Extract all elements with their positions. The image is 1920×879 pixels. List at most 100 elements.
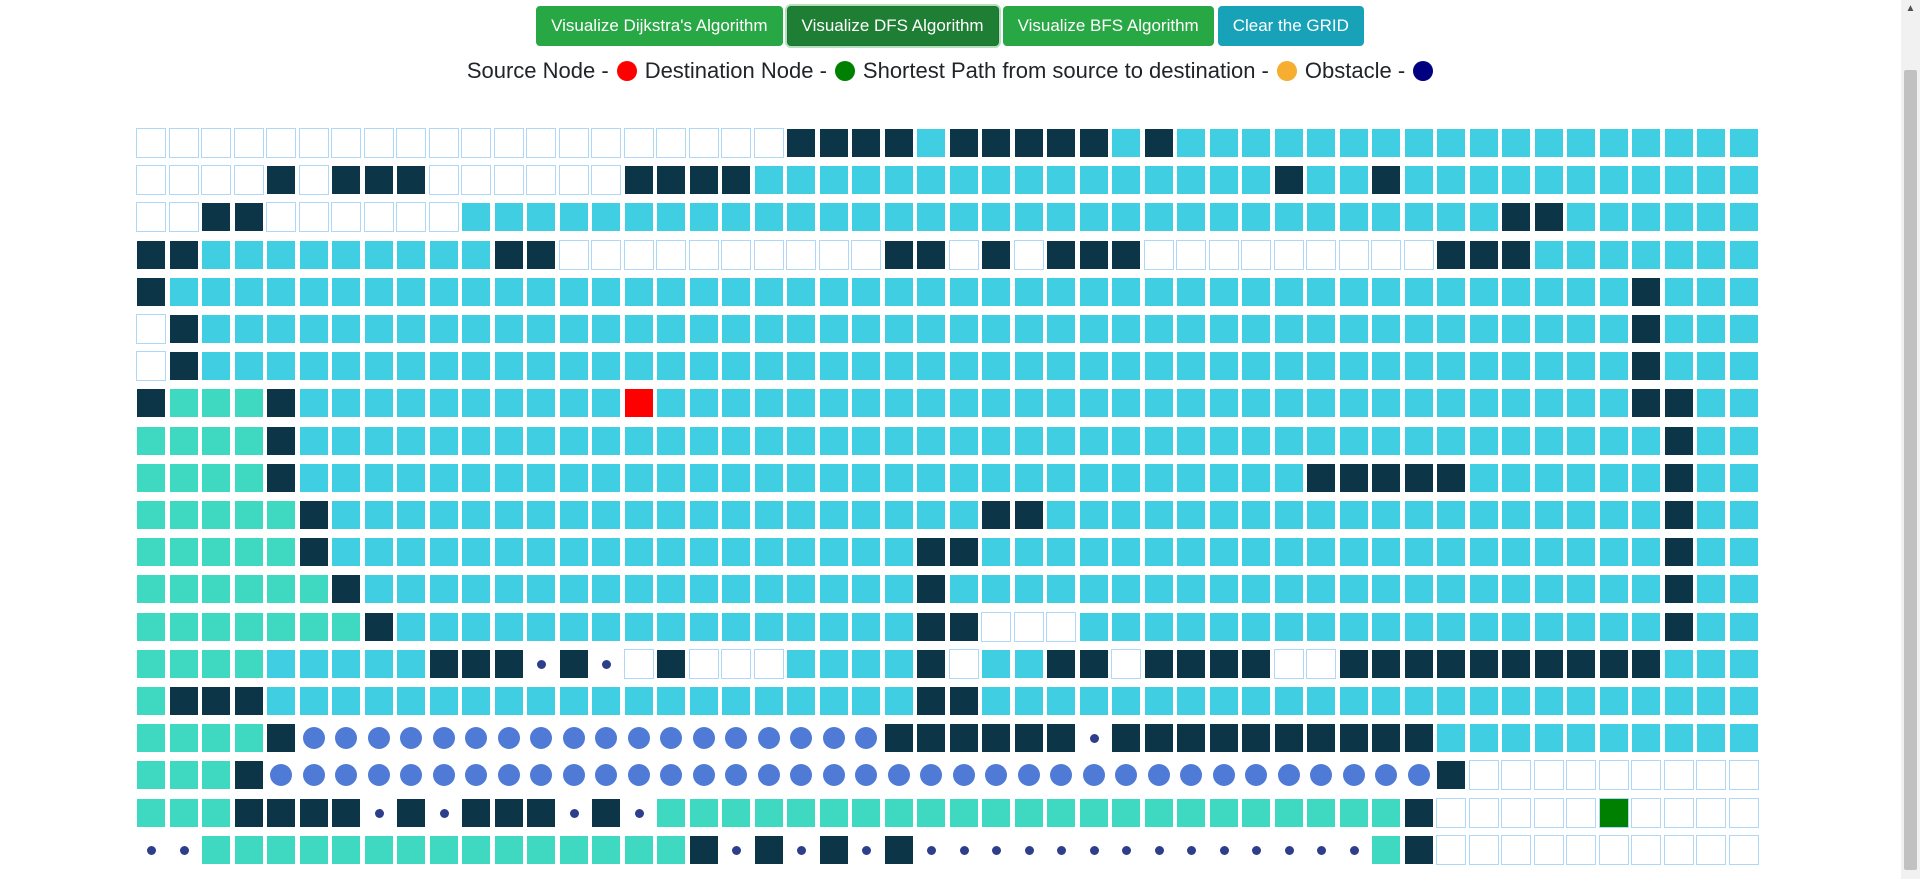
grid-cell-visited-teal[interactable]	[754, 798, 784, 828]
grid-cell-visited-teal[interactable]	[656, 835, 686, 865]
grid-cell-unvisited[interactable]	[1241, 240, 1271, 270]
grid-cell-visited[interactable]	[1079, 388, 1109, 418]
grid-cell-visited[interactable]	[786, 314, 816, 344]
grid-cell-visited[interactable]	[1209, 612, 1239, 642]
grid-cell-visited[interactable]	[819, 351, 849, 381]
grid-cell-visited[interactable]	[461, 537, 491, 567]
grid-cell-visited[interactable]	[1469, 574, 1499, 604]
grid-cell-visited[interactable]	[1014, 202, 1044, 232]
grid-cell-visited[interactable]	[396, 500, 426, 530]
grid-cell-visited[interactable]	[786, 426, 816, 456]
grid-cell-visited[interactable]	[1469, 314, 1499, 344]
grid-cell-visited[interactable]	[1436, 612, 1466, 642]
grid-cell-visited-teal[interactable]	[234, 723, 264, 753]
grid-cell-visited[interactable]	[884, 463, 914, 493]
grid-cell-frontier-large[interactable]	[1111, 760, 1141, 790]
grid-cell-wall[interactable]	[429, 649, 459, 679]
grid-cell-wall[interactable]	[526, 240, 556, 270]
grid-cell-visited[interactable]	[819, 463, 849, 493]
grid-cell-visited[interactable]	[299, 388, 329, 418]
grid-cell-visited[interactable]	[1631, 240, 1661, 270]
grid-cell-visited-teal[interactable]	[201, 649, 231, 679]
grid-cell-wall[interactable]	[1079, 128, 1109, 158]
grid-cell-visited[interactable]	[624, 500, 654, 530]
grid-cell-visited[interactable]	[1664, 128, 1694, 158]
grid-cell-visited[interactable]	[1436, 202, 1466, 232]
grid-cell-visited[interactable]	[851, 574, 881, 604]
grid-cell-visited[interactable]	[1404, 537, 1434, 567]
grid-cell-visited[interactable]	[331, 537, 361, 567]
grid-cell-visited[interactable]	[1436, 128, 1466, 158]
grid-cell-wall[interactable]	[916, 574, 946, 604]
grid-cell-wall[interactable]	[1631, 314, 1661, 344]
grid-cell-wall[interactable]	[949, 128, 979, 158]
grid-cell-unvisited[interactable]	[754, 649, 784, 679]
grid-cell-wall[interactable]	[981, 723, 1011, 753]
grid-cell-unvisited[interactable]	[234, 128, 264, 158]
grid-cell-wall[interactable]	[1111, 240, 1141, 270]
grid-cell-visited[interactable]	[1599, 277, 1629, 307]
grid-cell-visited[interactable]	[396, 686, 426, 716]
grid-cell-visited[interactable]	[1599, 240, 1629, 270]
grid-cell-visited[interactable]	[1696, 277, 1726, 307]
grid-cell-visited-teal[interactable]	[169, 537, 199, 567]
grid-cell-visited[interactable]	[1306, 314, 1336, 344]
grid-cell-wall[interactable]	[234, 798, 264, 828]
grid-cell-wall[interactable]	[1144, 723, 1174, 753]
grid-cell-visited[interactable]	[1599, 463, 1629, 493]
grid-cell-unvisited[interactable]	[299, 128, 329, 158]
grid-cell-wall[interactable]	[1339, 463, 1369, 493]
grid-cell-visited[interactable]	[884, 165, 914, 195]
grid-cell-visited[interactable]	[1599, 426, 1629, 456]
grid-cell-visited[interactable]	[526, 202, 556, 232]
grid-cell-visited[interactable]	[1501, 165, 1531, 195]
grid-cell-visited[interactable]	[494, 277, 524, 307]
grid-cell-wall[interactable]	[916, 537, 946, 567]
grid-cell-visited[interactable]	[1404, 574, 1434, 604]
grid-cell-unvisited[interactable]	[1501, 798, 1531, 828]
grid-cell-frontier-large[interactable]	[1241, 760, 1271, 790]
grid-cell-visited[interactable]	[1599, 128, 1629, 158]
grid-cell-visited[interactable]	[1501, 723, 1531, 753]
grid-cell-visited[interactable]	[1241, 314, 1271, 344]
grid-cell-visited[interactable]	[1501, 277, 1531, 307]
grid-cell-visited[interactable]	[981, 649, 1011, 679]
grid-cell-visited[interactable]	[526, 574, 556, 604]
grid-cell-visited[interactable]	[1046, 351, 1076, 381]
grid-cell-visited[interactable]	[396, 388, 426, 418]
grid-cell-visited-teal[interactable]	[461, 835, 491, 865]
grid-cell-unvisited[interactable]	[1566, 835, 1596, 865]
grid-cell-visited[interactable]	[1046, 686, 1076, 716]
grid-cell-visited[interactable]	[1241, 165, 1271, 195]
grid-cell-visited[interactable]	[1664, 686, 1694, 716]
grid-cell-unvisited[interactable]	[1729, 760, 1759, 790]
grid-cell-visited[interactable]	[1696, 500, 1726, 530]
grid-cell-frontier-large[interactable]	[331, 760, 361, 790]
grid-cell-wall[interactable]	[1176, 649, 1206, 679]
grid-cell-visited-teal[interactable]	[1111, 798, 1141, 828]
grid-cell-visited[interactable]	[299, 314, 329, 344]
grid-cell-visited[interactable]	[689, 426, 719, 456]
grid-cell-visited[interactable]	[1534, 612, 1564, 642]
grid-cell-frontier-small[interactable]	[1209, 835, 1239, 865]
grid-cell-frontier-large[interactable]	[884, 760, 914, 790]
grid-cell-visited[interactable]	[851, 277, 881, 307]
grid-cell-visited[interactable]	[624, 612, 654, 642]
grid-cell-unvisited[interactable]	[494, 165, 524, 195]
grid-cell-visited[interactable]	[1111, 351, 1141, 381]
grid-cell-visited[interactable]	[1144, 574, 1174, 604]
grid-cell-visited[interactable]	[1631, 426, 1661, 456]
grid-cell-visited[interactable]	[1436, 574, 1466, 604]
grid-cell-visited[interactable]	[364, 277, 394, 307]
grid-cell-wall[interactable]	[526, 798, 556, 828]
grid-cell-frontier-small[interactable]	[1274, 835, 1304, 865]
grid-cell-visited[interactable]	[1339, 128, 1369, 158]
grid-cell-visited-teal[interactable]	[234, 537, 264, 567]
grid-cell-visited[interactable]	[1046, 537, 1076, 567]
grid-cell-visited[interactable]	[364, 537, 394, 567]
grid-cell-wall[interactable]	[949, 537, 979, 567]
grid-cell-unvisited[interactable]	[624, 240, 654, 270]
grid-cell-wall[interactable]	[689, 165, 719, 195]
grid-cell-visited[interactable]	[721, 686, 751, 716]
grid-cell-visited[interactable]	[819, 277, 849, 307]
